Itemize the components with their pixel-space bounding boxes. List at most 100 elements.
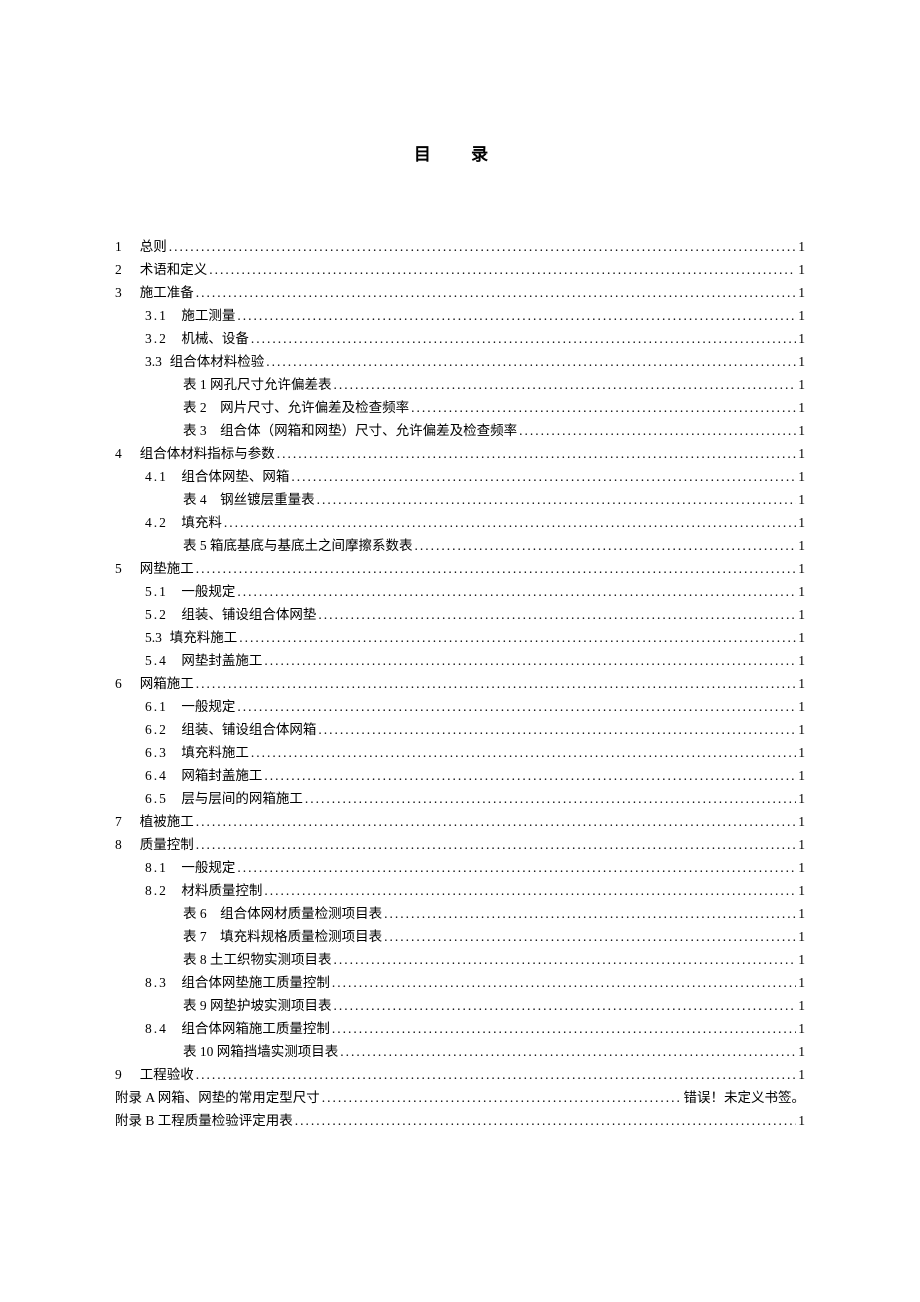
toc-entry-label: 组合体网箱施工质量控制 (181, 1017, 330, 1040)
toc-entry: 5 网垫施工..................................… (115, 557, 805, 580)
toc-entry: 8.4 组合体网箱施工质量控制.........................… (115, 1017, 805, 1040)
toc-entry-page: 1 (798, 373, 805, 396)
toc-entry-page: 1 (798, 350, 805, 373)
toc-leader-dots: ........................................… (239, 626, 796, 649)
toc-entry-number: 6.5 (145, 787, 168, 810)
toc-entry-label: 一般规定 (181, 580, 235, 603)
toc-entry: 表 2 网片尺寸、允许偏差及检查频率......................… (115, 396, 805, 419)
toc-leader-dots: ........................................… (305, 787, 796, 810)
toc-entry: 表 10 网箱挡墙实测项目表..........................… (115, 1040, 805, 1063)
toc-leader-dots: ........................................… (196, 810, 797, 833)
toc-entry: 表 9 网垫护坡实测项目表...........................… (115, 994, 805, 1017)
toc-entry-label: 组合体网垫、网箱 (181, 465, 289, 488)
toc-entry-page: 1 (798, 488, 805, 511)
toc-entry-label: 填充料施工 (170, 626, 238, 649)
toc-leader-dots: ........................................… (251, 327, 796, 350)
toc-entry-page: 1 (798, 672, 805, 695)
toc-entry: 4.2 填充料.................................… (115, 511, 805, 534)
toc-entry: 6.1 一般规定................................… (115, 695, 805, 718)
toc-leader-dots: ........................................… (237, 580, 796, 603)
toc-leader-dots: ........................................… (196, 557, 797, 580)
toc-entry-label: 层与层间的网箱施工 (181, 787, 303, 810)
toc-leader-dots: ........................................… (237, 856, 796, 879)
toc-entry: 表 3 组合体（网箱和网垫）尺寸、允许偏差及检查频率..............… (115, 419, 805, 442)
toc-entry-page: 1 (798, 695, 805, 718)
toc-entry-page: 1 (798, 534, 805, 557)
toc-entry-number: 1 (115, 235, 133, 258)
toc-entry-page: 1 (798, 1017, 805, 1040)
toc-entry-label: 组合体网垫施工质量控制 (181, 971, 330, 994)
toc-entry-page: 1 (798, 649, 805, 672)
toc-entry: 6 网箱施工..................................… (115, 672, 805, 695)
toc-entry-page: 1 (798, 281, 805, 304)
toc-entry-label: 网垫封盖施工 (181, 649, 262, 672)
toc-leader-dots: ........................................… (295, 1109, 796, 1132)
toc-entry-label: 植被施工 (140, 810, 194, 833)
toc-entry-label: 表 8 土工织物实测项目表 (183, 948, 332, 971)
toc-entry-label: 表 7 填充料规格质量检测项目表 (183, 925, 382, 948)
toc-leader-dots: ........................................… (251, 741, 796, 764)
toc-entry-label: 表 2 网片尺寸、允许偏差及检查频率 (183, 396, 409, 419)
toc-entry-label: 工程验收 (140, 1063, 194, 1086)
toc-entry: 4 组合体材料指标与参数............................… (115, 442, 805, 465)
toc-entry: 表 4 钢丝镀层重量表.............................… (115, 488, 805, 511)
toc-entry-page: 1 (798, 856, 805, 879)
toc-entry: 4.1 组合体网垫、网箱............................… (115, 465, 805, 488)
toc-entry: 8.3 组合体网垫施工质量控制.........................… (115, 971, 805, 994)
toc-entry-number: 4.1 (145, 465, 168, 488)
toc-entry: 8.2 材料质量控制..............................… (115, 879, 805, 902)
toc-entry-number: 6.3 (145, 741, 168, 764)
toc-entry-page: 1 (798, 557, 805, 580)
toc-entry-number: 5.3 (145, 626, 163, 649)
toc-leader-dots: ........................................… (266, 350, 796, 373)
toc-leader-dots: ........................................… (334, 948, 797, 971)
toc-entry: 3 施工准备..................................… (115, 281, 805, 304)
toc-entry-number: 8.3 (145, 971, 168, 994)
toc-entry-page: 1 (798, 971, 805, 994)
toc-entry-label: 表 9 网垫护坡实测项目表 (183, 994, 332, 1017)
toc-entry-label: 表 1 网孔尺寸允许偏差表 (183, 373, 332, 396)
toc-entry-label: 组合体材料指标与参数 (140, 442, 275, 465)
toc-entry: 表 6 组合体网材质量检测项目表........................… (115, 902, 805, 925)
toc-entry-label: 网垫施工 (140, 557, 194, 580)
toc-entry: 5.1 一般规定................................… (115, 580, 805, 603)
toc-entry: 7 植被施工..................................… (115, 810, 805, 833)
toc-entry-page: 1 (798, 1040, 805, 1063)
toc-entry: 5.3 填充料施工...............................… (115, 626, 805, 649)
toc-entry: 9 工程验收..................................… (115, 1063, 805, 1086)
toc-entry-page: 1 (798, 511, 805, 534)
toc-entry-label: 术语和定义 (140, 258, 208, 281)
toc-leader-dots: ........................................… (277, 442, 797, 465)
toc-entry-label: 组合体材料检验 (170, 350, 265, 373)
toc-entry-number: 9 (115, 1063, 133, 1086)
toc-entry-page: 1 (798, 304, 805, 327)
toc-entry-label: 一般规定 (181, 695, 235, 718)
toc-entry: 3.1 施工测量................................… (115, 304, 805, 327)
toc-leader-dots: ........................................… (209, 258, 796, 281)
toc-entry-label: 附录 A 网箱、网垫的常用定型尺寸 (115, 1086, 320, 1109)
toc-entry-number: 3.2 (145, 327, 168, 350)
toc-entry-page: 1 (798, 810, 805, 833)
toc-leader-dots: ........................................… (169, 235, 797, 258)
toc-leader-dots: ........................................… (318, 603, 796, 626)
toc-leader-dots: ........................................… (237, 695, 796, 718)
toc-entry: 8.1 一般规定................................… (115, 856, 805, 879)
toc-entry: 6.3 填充料施工...............................… (115, 741, 805, 764)
toc-leader-dots: ........................................… (334, 994, 797, 1017)
toc-leader-dots: ........................................… (237, 304, 796, 327)
toc-entry: 表 1 网孔尺寸允许偏差表...........................… (115, 373, 805, 396)
toc-leader-dots: ........................................… (264, 764, 796, 787)
toc-entry-label: 表 6 组合体网材质量检测项目表 (183, 902, 382, 925)
toc-entry-label: 施工准备 (140, 281, 194, 304)
toc-entry-page: 1 (798, 879, 805, 902)
toc-entry-page: 1 (798, 787, 805, 810)
toc-entry-number: 5 (115, 557, 133, 580)
toc-leader-dots: ........................................… (318, 718, 796, 741)
toc-entry-number: 2 (115, 258, 133, 281)
toc-leader-dots: ........................................… (415, 534, 797, 557)
toc-entry-number: 8.2 (145, 879, 168, 902)
toc-entry-page: 1 (798, 465, 805, 488)
toc-entry-label: 表 4 钢丝镀层重量表 (183, 488, 315, 511)
toc-entry-page: 1 (798, 580, 805, 603)
toc-entry: 5.4 网垫封盖施工..............................… (115, 649, 805, 672)
